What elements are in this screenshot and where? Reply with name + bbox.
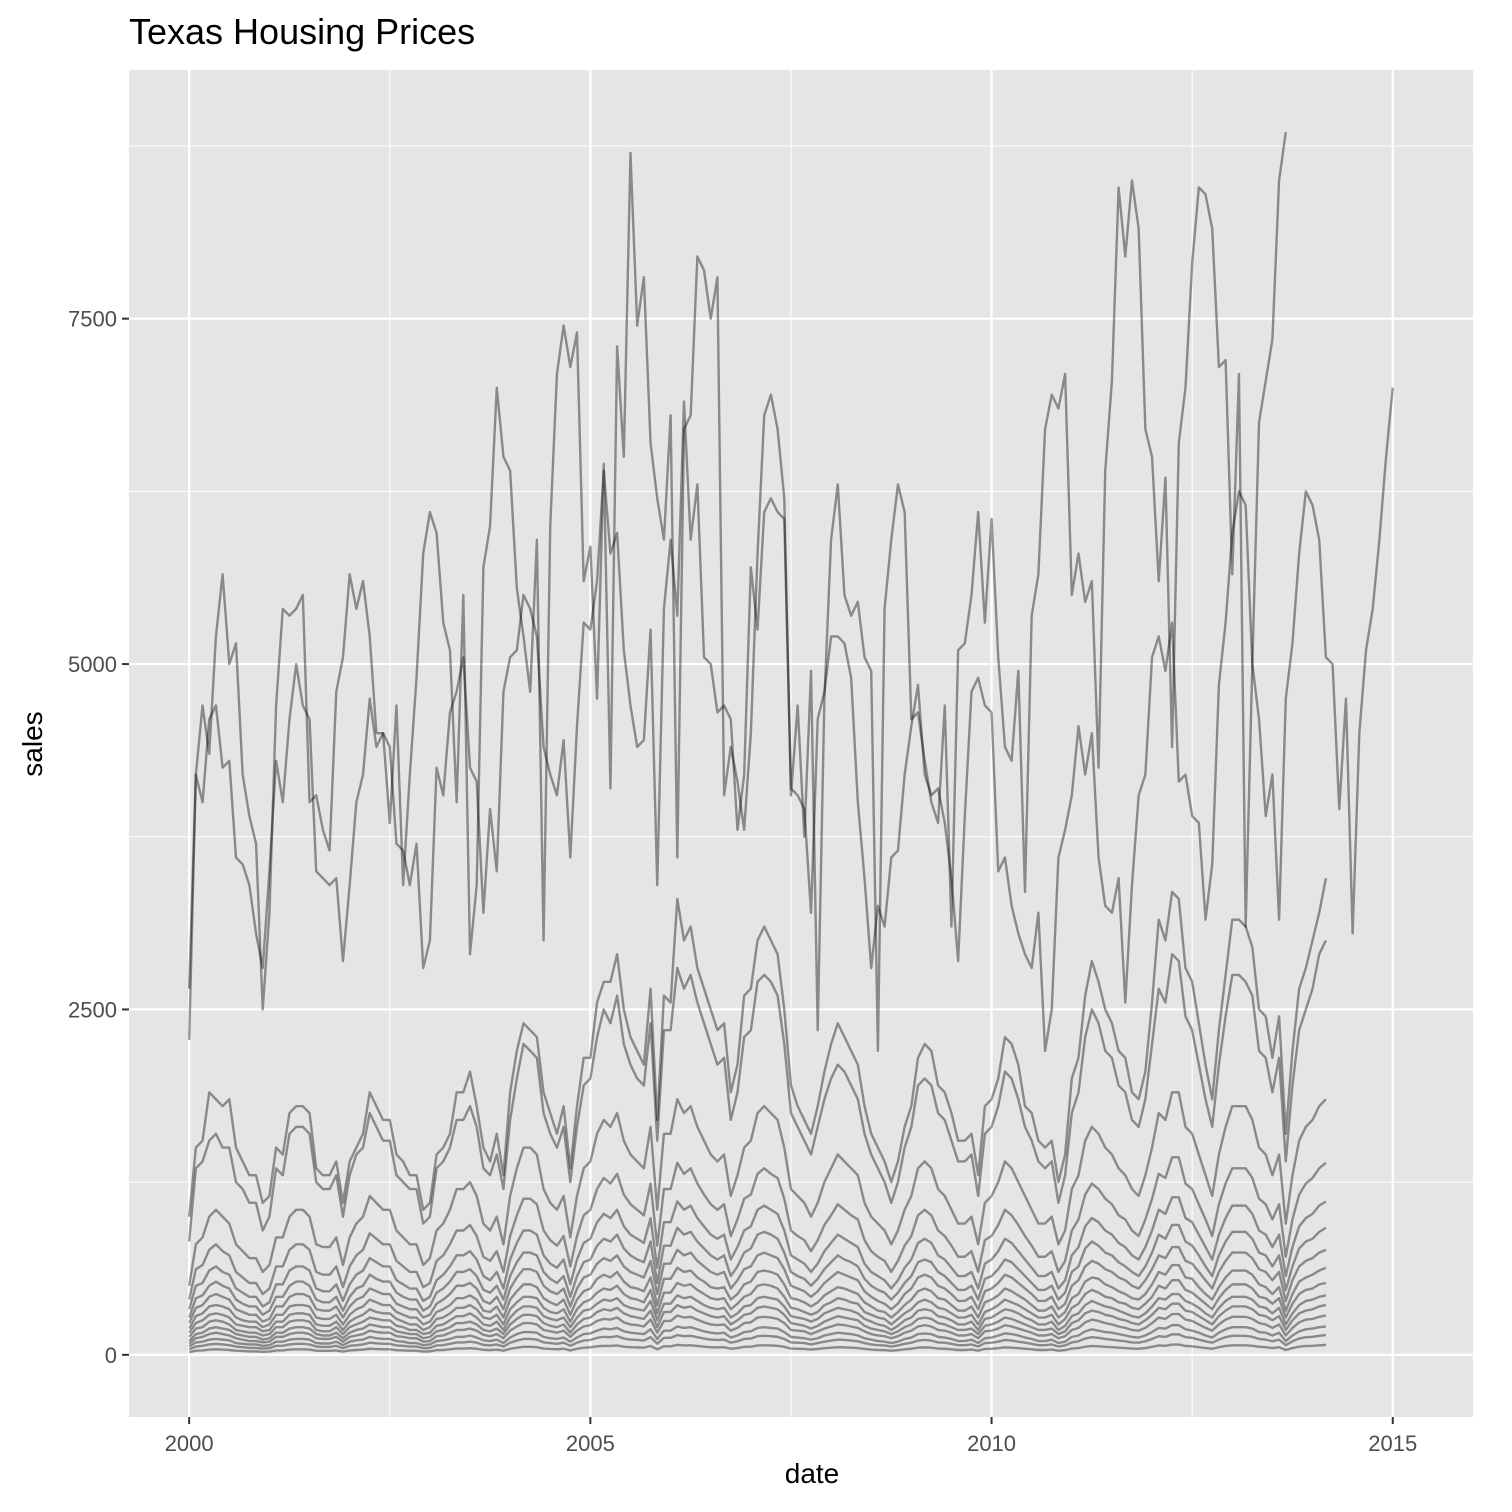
y-axis: 0 2500 5000 7500 [68,307,129,1368]
x-tick-label: 2005 [566,1431,615,1456]
series-line [188,1245,1327,1324]
plot-panel [129,70,1473,1417]
x-axis: 2000 2005 2010 2015 [165,1417,1417,1456]
series-line [188,1263,1327,1330]
x-axis-title: date [785,1458,840,1489]
y-axis-title: sales [17,711,48,776]
major-gridlines [129,70,1473,1417]
series-line [187,1091,1327,1286]
series-line [187,939,1327,1242]
y-tick-label: 7500 [68,307,117,332]
y-tick-label: 0 [105,1343,117,1368]
series-line [187,387,1394,1053]
series-line [188,1312,1327,1345]
series-line [188,1196,1327,1310]
minor-gridlines [129,70,1473,1417]
y-tick-label: 5000 [68,652,117,677]
series-line [188,1333,1327,1351]
series-line [187,877,1328,1217]
y-tick-label: 2500 [68,997,117,1022]
x-tick-label: 2010 [967,1431,1016,1456]
series-line [188,1292,1327,1338]
chart-title: Texas Housing Prices [129,11,475,52]
series-line [188,1302,1327,1342]
series-line [188,1323,1327,1348]
series-line [188,1279,1327,1334]
series-lines [187,132,1394,1354]
x-tick-label: 2000 [165,1431,214,1456]
series-line [188,1343,1326,1354]
x-tick-label: 2015 [1368,1431,1417,1456]
series-line [188,1156,1327,1300]
series-line [188,1223,1327,1318]
series-line [187,132,1287,1053]
